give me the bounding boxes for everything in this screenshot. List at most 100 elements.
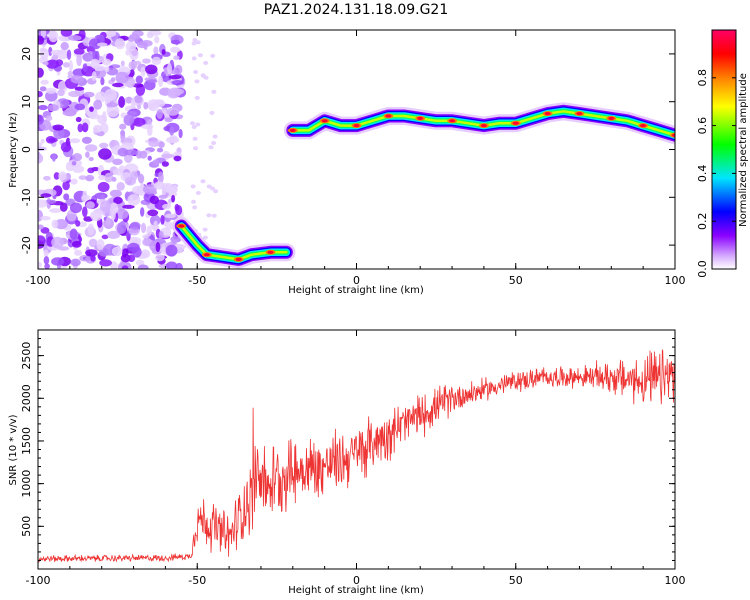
noise-blob <box>162 203 171 210</box>
noise-blob <box>134 94 143 104</box>
noise-blob <box>106 67 119 76</box>
noise-blob <box>110 261 118 269</box>
noise-blob <box>43 249 49 257</box>
noise-blob <box>44 61 49 66</box>
noise-blob <box>155 241 161 253</box>
noise-blob <box>106 105 120 117</box>
noise-blob <box>169 126 175 136</box>
noise-blob <box>92 50 98 61</box>
x-tick-label: -100 <box>26 274 51 287</box>
noise-blob <box>38 224 44 230</box>
colorbar-ticks: 0.0 0.2 0.4 0.6 0.8 <box>696 69 736 278</box>
noise-blob <box>51 153 57 162</box>
noise-blob <box>164 117 173 123</box>
noise-blob <box>69 138 81 144</box>
noise-blob <box>191 125 197 129</box>
noise-blob <box>71 240 82 248</box>
noise-blob <box>106 102 119 108</box>
noise-blob <box>158 194 168 199</box>
noise-blob <box>158 141 165 149</box>
signal-hotspot-core <box>321 119 328 123</box>
noise-blob <box>209 110 215 115</box>
noise-blob <box>76 54 82 67</box>
noise-blob <box>172 184 178 194</box>
noise-blob <box>146 32 154 39</box>
spectrogram-noise-region <box>38 30 219 269</box>
spectrogram-x-ticks: -100 -50 0 50 100 <box>26 30 686 287</box>
noise-blob <box>38 153 44 164</box>
noise-blob <box>57 89 65 97</box>
snr-y-axis-label: SNR (10 * v/v) <box>8 414 19 485</box>
noise-blob <box>38 91 43 98</box>
noise-blob <box>113 196 123 204</box>
y-tick-label: 0 <box>20 146 33 153</box>
noise-blob <box>147 79 158 84</box>
noise-blob <box>137 264 149 269</box>
noise-blob <box>122 204 135 209</box>
noise-blob <box>109 189 122 198</box>
noise-blob <box>74 86 85 91</box>
noise-blob <box>58 171 67 181</box>
noise-blob <box>45 87 57 94</box>
noise-blob <box>102 111 107 123</box>
noise-blob <box>173 55 180 60</box>
colorbar-tick-label: 0.6 <box>696 117 709 135</box>
noise-blob <box>38 146 47 152</box>
signal-hotspot-core <box>417 116 424 120</box>
noise-blob <box>52 124 64 131</box>
noise-blob <box>123 114 135 126</box>
noise-blob <box>212 134 218 139</box>
noise-blob <box>70 178 78 185</box>
noise-blob <box>156 109 163 119</box>
noise-blob <box>200 73 206 78</box>
noise-blob <box>45 115 53 122</box>
x-tick-label: 100 <box>665 274 686 287</box>
noise-blob <box>211 141 217 145</box>
noise-blob <box>192 205 198 210</box>
noise-blob <box>149 214 161 226</box>
noise-blob <box>147 209 159 217</box>
noise-blob <box>85 151 90 158</box>
noise-blob <box>104 172 114 183</box>
y-tick-label: 1000 <box>20 470 33 498</box>
spectrogram-signal-track <box>172 102 675 269</box>
y-tick-label: 20 <box>20 47 33 61</box>
noise-blob <box>69 202 83 214</box>
noise-blob <box>73 48 85 55</box>
spectrogram-x-axis-label: Height of straight line (km) <box>288 285 424 296</box>
y-tick-label: -20 <box>20 236 33 254</box>
signal-hotspot-core <box>640 124 647 128</box>
noise-blob <box>93 124 103 133</box>
noise-blob <box>38 67 44 78</box>
noise-blob <box>165 222 175 230</box>
noise-blob <box>81 122 89 133</box>
noise-blob <box>153 46 159 55</box>
noise-blob <box>145 64 158 75</box>
noise-blob <box>62 109 77 117</box>
snr-panel: -100 -50 0 50 100 500 1000 1500 2000 2500 Height… <box>8 329 686 596</box>
noise-blob <box>98 148 112 160</box>
noise-blob <box>98 175 106 180</box>
noise-blob <box>161 161 169 167</box>
x-tick-label: 0 <box>353 574 360 587</box>
noise-blob <box>48 30 59 43</box>
noise-blob <box>195 40 201 45</box>
noise-blob <box>51 219 59 229</box>
noise-blob <box>40 216 51 221</box>
noise-blob <box>53 172 60 180</box>
noise-blob <box>129 33 140 40</box>
noise-blob <box>168 75 182 80</box>
noise-blob <box>141 124 154 130</box>
noise-blob <box>39 86 47 92</box>
noise-blob <box>44 199 57 204</box>
noise-blob <box>120 60 125 67</box>
noise-blob <box>88 38 102 50</box>
noise-blob <box>70 258 81 267</box>
noise-blob <box>88 156 94 162</box>
y-tick-label: 500 <box>20 516 33 537</box>
noise-blob <box>102 58 112 66</box>
noise-blob <box>197 53 203 58</box>
noise-blob <box>143 101 149 110</box>
noise-blob <box>140 66 146 77</box>
